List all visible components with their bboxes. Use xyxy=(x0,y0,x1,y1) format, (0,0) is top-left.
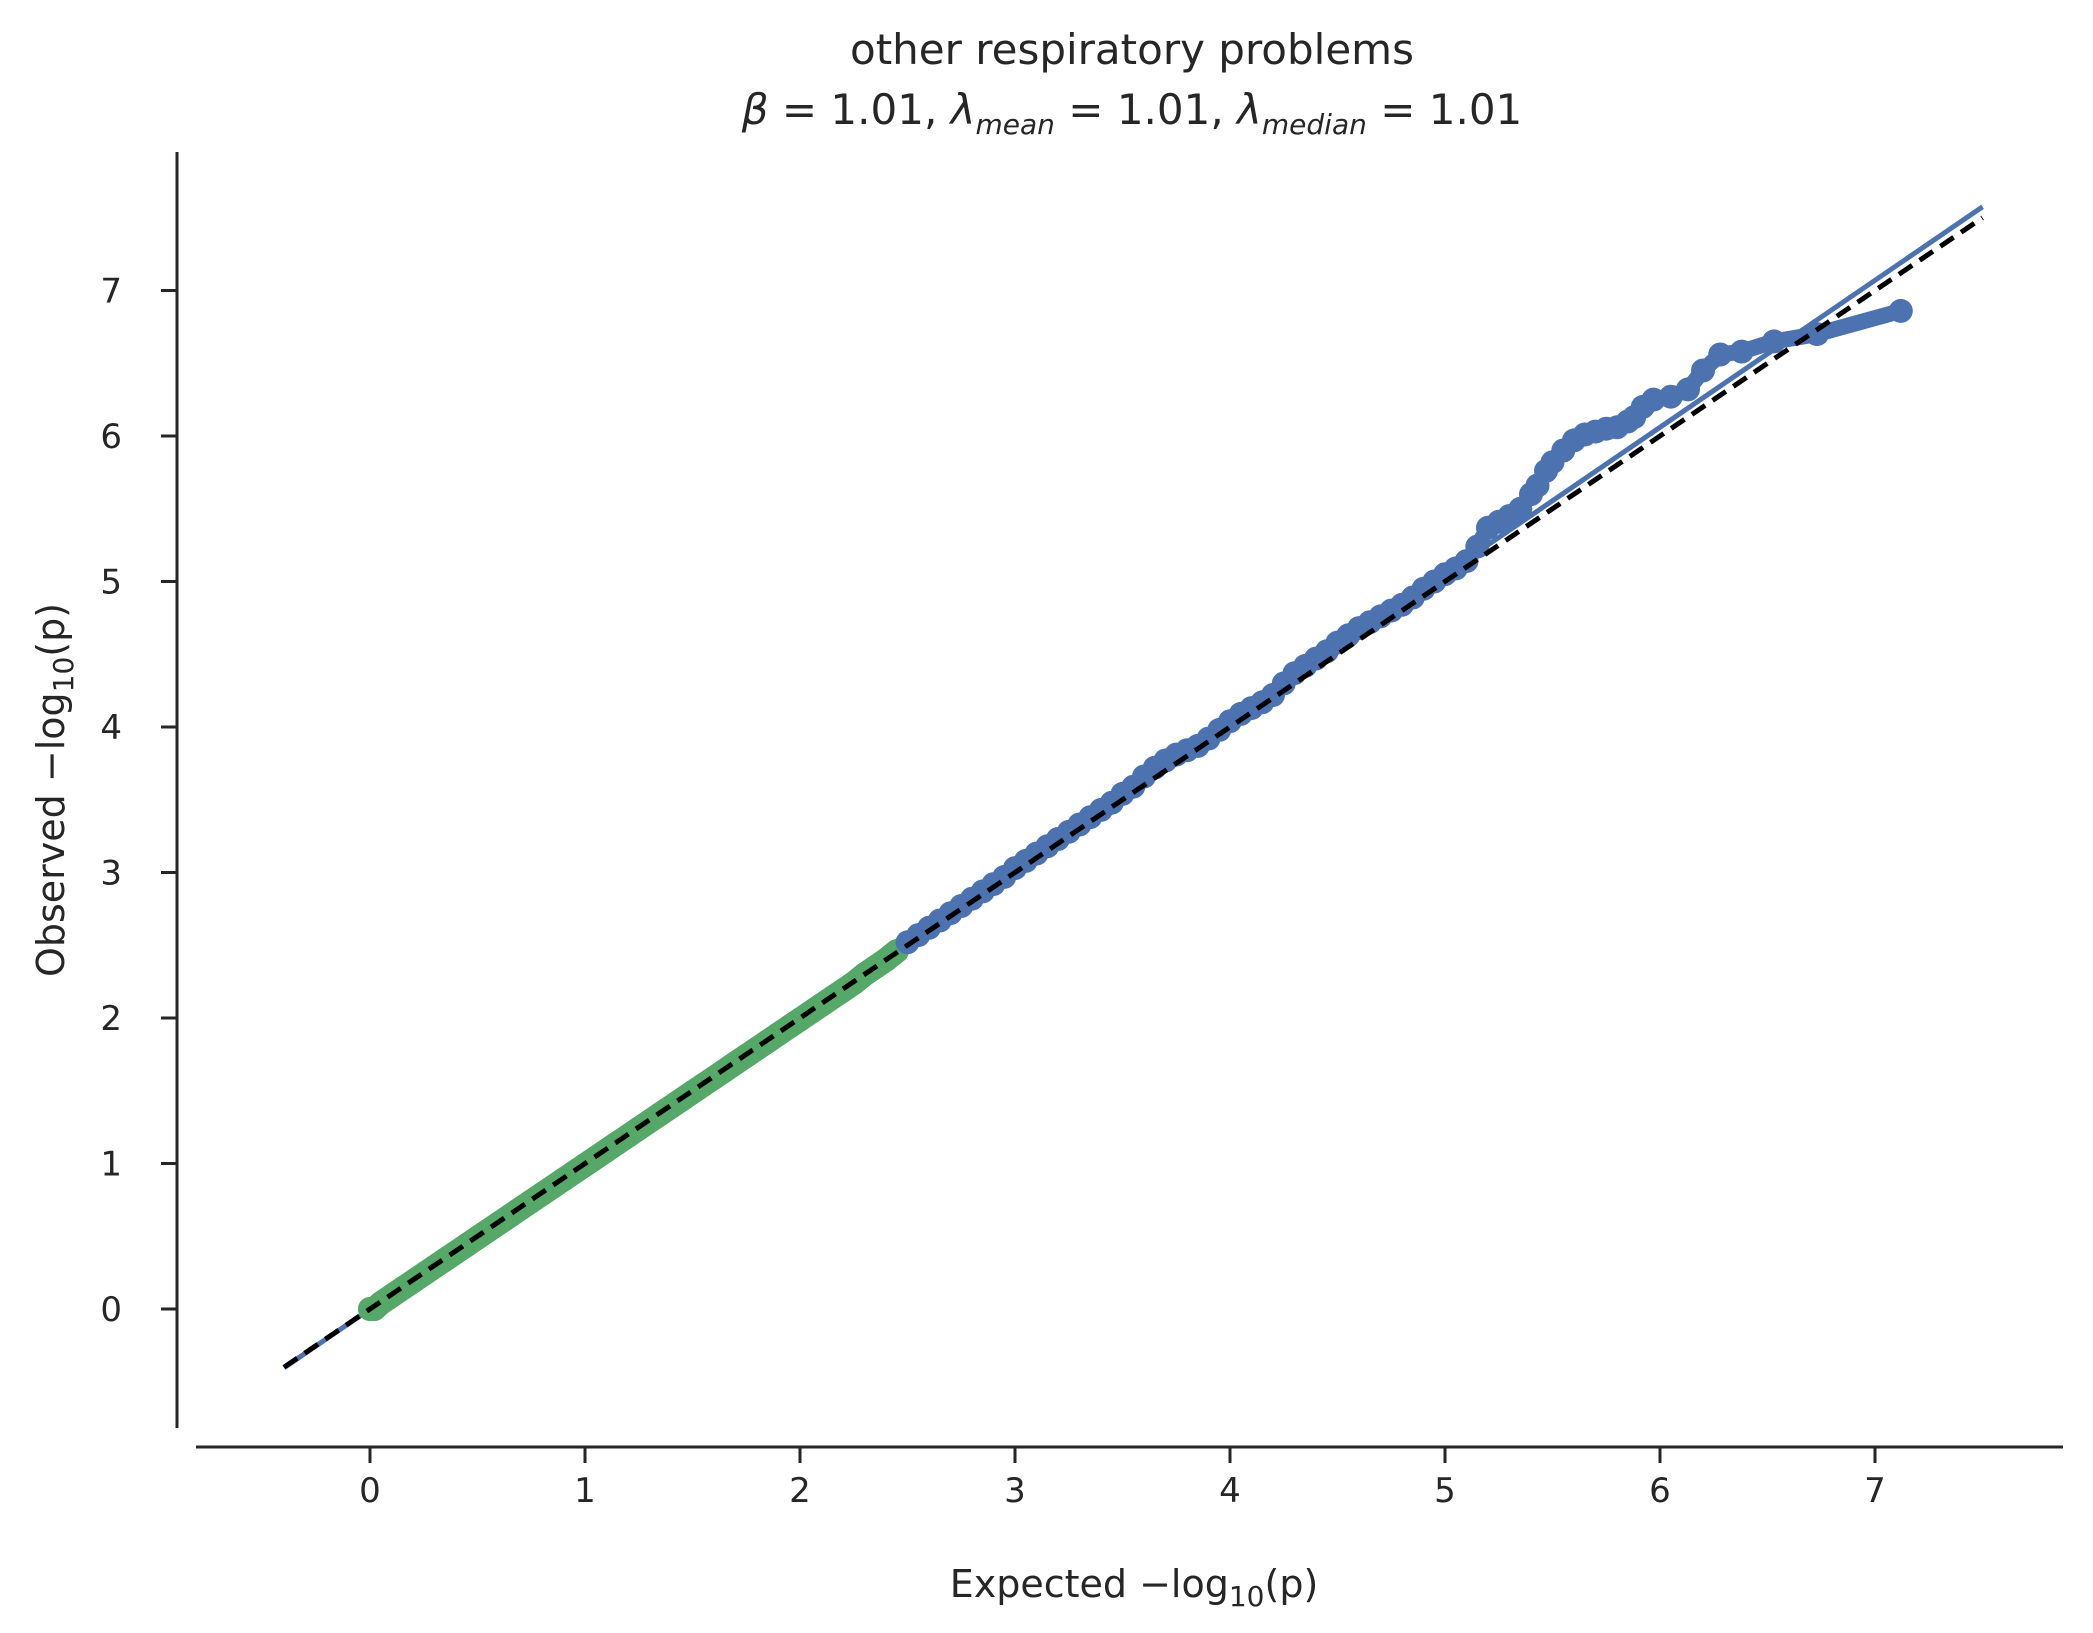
x-tick-label: 0 xyxy=(359,1471,381,1511)
tail-point xyxy=(1888,298,1913,323)
x-tick-label: 1 xyxy=(574,1471,596,1511)
x-axis-label-suffix: (p) xyxy=(1265,1562,1319,1606)
y-axis-label-subscript: 10 xyxy=(47,657,80,693)
lambda-median-subscript: median xyxy=(1262,108,1367,141)
sep-1: , xyxy=(924,85,951,134)
y-axis-label-suffix: (p) xyxy=(29,603,73,657)
lambda-mean-value: 1.01 xyxy=(1117,85,1211,134)
lambda-median-value: 1.01 xyxy=(1429,85,1523,134)
y-tick-label: 6 xyxy=(100,417,122,457)
equals-1: = xyxy=(769,85,831,134)
x-tick-label: 7 xyxy=(1864,1471,1886,1511)
y-tick-label: 0 xyxy=(100,1290,122,1330)
equals-3: = xyxy=(1367,85,1429,134)
equals-2: = xyxy=(1055,85,1117,134)
y-ticks: 0 1 2 3 4 5 6 7 xyxy=(100,272,177,1330)
beta-value: 1.01 xyxy=(830,85,924,134)
y-tick-label: 4 xyxy=(100,708,122,748)
x-tick-label: 4 xyxy=(1219,1471,1241,1511)
chart-subtitle: β = 1.01, λmean = 1.01, λmedian = 1.01 xyxy=(741,85,1523,141)
reference-line xyxy=(282,215,1984,1370)
x-axis-label-subscript: 10 xyxy=(1229,1580,1265,1613)
tail-point xyxy=(1691,358,1715,383)
tail-point xyxy=(1708,342,1733,367)
y-axis-label: Observed −log10(p) xyxy=(29,603,80,977)
x-tick-label: 3 xyxy=(1004,1471,1026,1511)
points-layer xyxy=(358,298,1913,1321)
y-axis-label-prefix: Observed −log xyxy=(29,692,73,977)
y-tick-label: 5 xyxy=(100,563,122,603)
x-tick-label: 6 xyxy=(1649,1471,1671,1511)
y-tick-label: 7 xyxy=(100,272,122,312)
lambda-mean-subscript: mean xyxy=(976,108,1055,141)
x-ticks: 0 1 2 3 4 5 6 7 xyxy=(359,1447,1886,1511)
beta-symbol: β xyxy=(741,85,769,134)
y-tick-label: 1 xyxy=(100,1145,122,1185)
x-tick-label: 2 xyxy=(789,1471,811,1511)
lambda-mean-symbol: λ xyxy=(949,85,976,134)
tail-point xyxy=(1762,329,1786,354)
x-axis-label: Expected −log10(p) xyxy=(950,1562,1319,1613)
reference-line-layer xyxy=(282,215,1984,1370)
tail-point xyxy=(1465,534,1490,559)
chart-title: other respiratory problems xyxy=(850,25,1414,74)
lambda-median-symbol: λ xyxy=(1235,85,1262,134)
y-tick-label: 2 xyxy=(100,999,122,1039)
x-tick-label: 5 xyxy=(1434,1471,1456,1511)
x-axis-label-prefix: Expected −log xyxy=(950,1562,1229,1606)
y-tick-label: 3 xyxy=(100,854,122,894)
tail-point xyxy=(1729,339,1754,364)
tail-point xyxy=(1676,377,1700,402)
sep-2: , xyxy=(1210,85,1237,134)
